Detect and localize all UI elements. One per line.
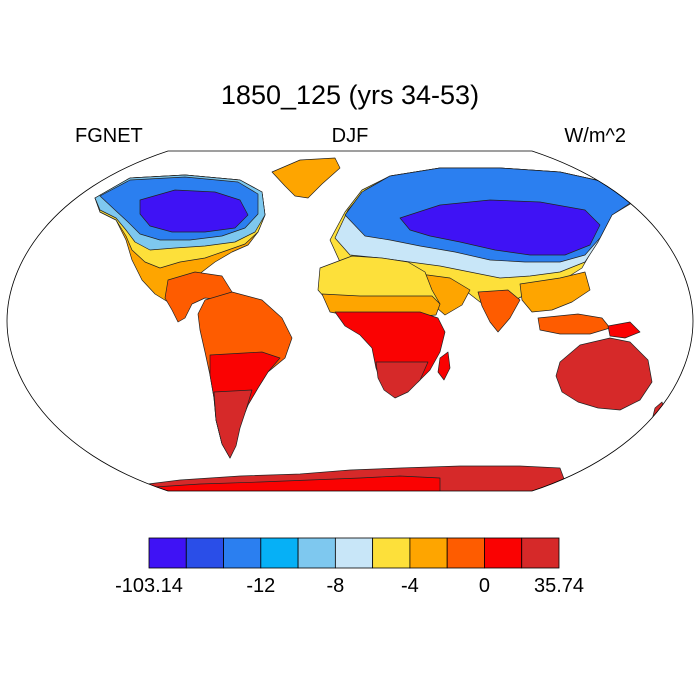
colorbar-swatch: [260, 537, 299, 569]
africa-south: [375, 361, 429, 399]
colorbar-swatch: [185, 537, 224, 569]
colorbar-swatch: [334, 537, 374, 569]
colorbar-swatch: [521, 537, 560, 569]
new-guinea: [607, 321, 641, 339]
map-outline: [6, 150, 694, 492]
madagascar: [437, 351, 451, 381]
central-america: [164, 271, 233, 323]
south-america-tip: [213, 389, 253, 459]
colorbar-tick-label: -12: [246, 575, 275, 597]
colorbar-swatch: [446, 537, 485, 569]
colorbar-tick-label: -8: [326, 575, 344, 597]
eurasia-coldest: [399, 199, 601, 256]
units-label: W/m^2: [564, 125, 626, 147]
colorbar-tick-label: -103.14: [115, 575, 183, 597]
colorbar-tick-label: 35.74: [534, 575, 584, 597]
colorbar-tick-label: 0: [479, 575, 490, 597]
colorbar-swatch: [223, 537, 262, 569]
colorbar-tick-label: -4: [401, 575, 419, 597]
variable-label: FGNET: [75, 125, 143, 147]
north-america-coldest: [139, 189, 249, 233]
colorbar-swatch: [148, 537, 187, 569]
india: [477, 289, 521, 333]
colorbar-swatch: [484, 537, 523, 569]
indonesia: [537, 313, 611, 335]
southeast-asia: [519, 271, 591, 313]
australia: [555, 337, 653, 411]
map-title: 1850_125 (yrs 34-53): [220, 80, 480, 110]
colorbar-swatch: [372, 537, 411, 569]
season-label: DJF: [331, 125, 369, 147]
greenland: [271, 157, 341, 199]
colorbar-swatch: [297, 537, 336, 569]
colorbar-swatch: [409, 537, 448, 569]
antarctica-red: [139, 475, 441, 491]
